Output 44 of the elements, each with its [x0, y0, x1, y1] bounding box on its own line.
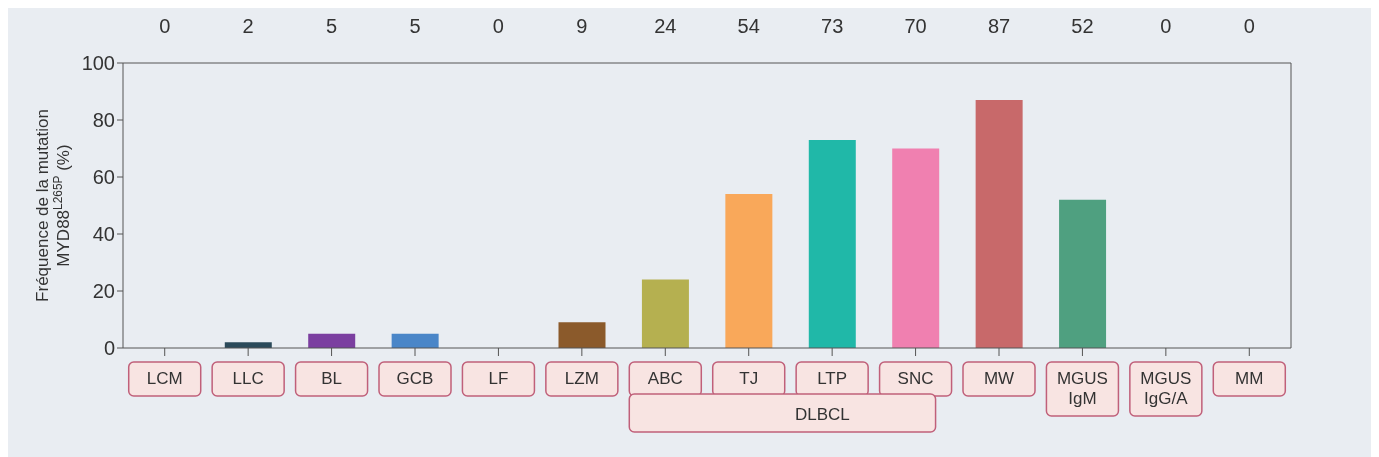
bar — [1059, 199, 1107, 348]
x-tick-label: TJ — [739, 369, 759, 388]
data-label: 0 — [1160, 15, 1172, 37]
data-label: 0 — [1243, 15, 1255, 37]
data-label: 24 — [654, 15, 677, 37]
bar — [641, 279, 689, 348]
y-tick-label: 80 — [92, 109, 115, 132]
x-tick-label: SNC — [897, 369, 934, 388]
data-label: 9 — [576, 15, 588, 37]
bar — [808, 139, 856, 348]
x-tick-label: LCM — [146, 369, 183, 388]
x-tick-label: LTP — [817, 369, 848, 388]
bar — [391, 333, 439, 348]
data-label: 5 — [326, 15, 338, 37]
bar — [308, 333, 356, 348]
data-label: 5 — [409, 15, 421, 37]
data-label: 70 — [904, 15, 927, 37]
data-label: 87 — [987, 15, 1011, 37]
data-label: 2 — [242, 15, 254, 37]
bar — [892, 148, 940, 348]
data-label: 0 — [159, 15, 171, 37]
data-label: 0 — [492, 15, 504, 37]
x-tick-label: MW — [983, 369, 1015, 388]
y-tick-label: 20 — [92, 280, 115, 303]
x-tick-label: MGUS IgG/A — [1140, 369, 1192, 408]
data-label: 52 — [1071, 15, 1094, 37]
x-tick-label: GCB — [396, 369, 434, 388]
y-tick-label: 40 — [92, 223, 115, 246]
x-tick-label: LF — [488, 369, 509, 388]
x-tick-label: LLC — [232, 369, 264, 388]
x-tick-label: MGUS IgM — [1056, 369, 1108, 408]
bar — [975, 100, 1023, 348]
data-label: 54 — [737, 15, 760, 37]
y-tick-label: 100 — [81, 52, 115, 75]
bar — [725, 194, 773, 348]
data-label: 73 — [821, 15, 844, 37]
y-tick-label: 60 — [92, 166, 115, 189]
bar — [558, 322, 606, 348]
x-tick-label: BL — [321, 369, 342, 388]
text: DLBCL — [795, 405, 850, 424]
x-tick-label: ABC — [647, 369, 683, 388]
y-tick-label: 0 — [103, 337, 115, 360]
x-tick-label: LZM — [564, 369, 599, 388]
x-tick-label: MM — [1235, 369, 1264, 388]
